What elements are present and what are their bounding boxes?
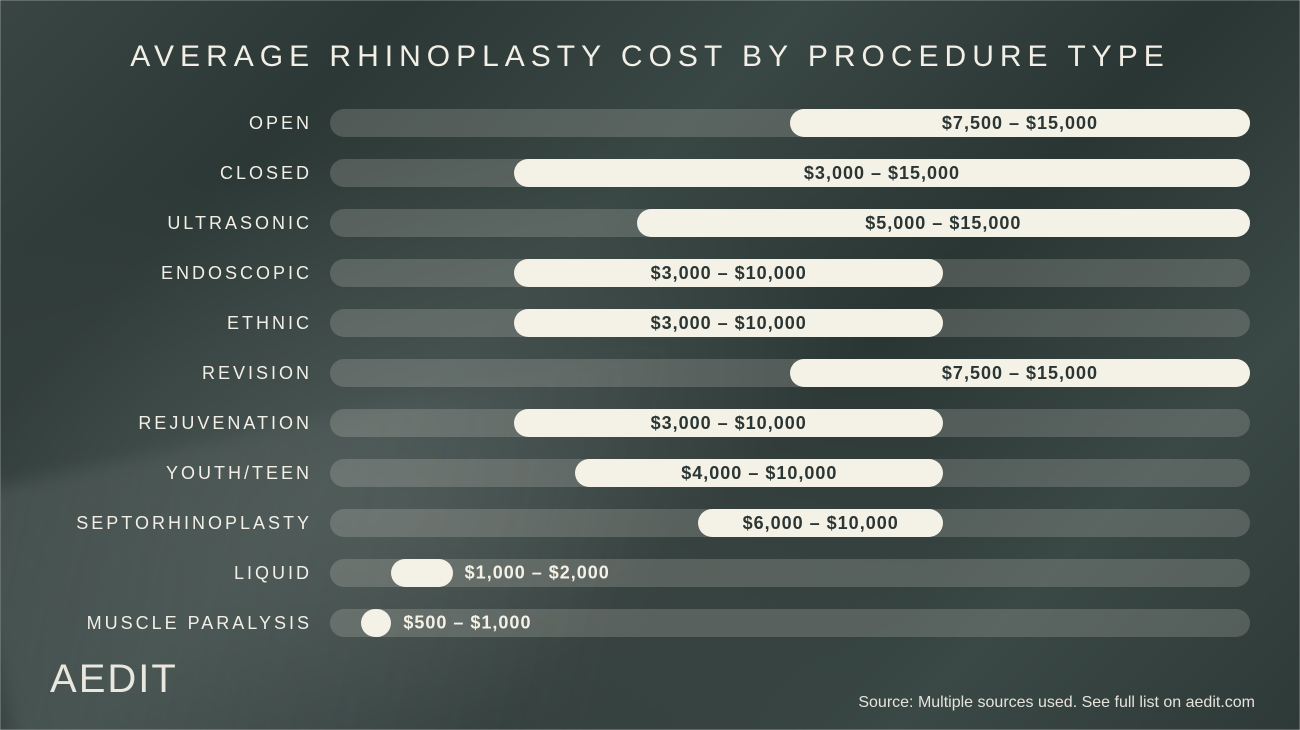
row-label: MUSCLE PARALYSIS [50,613,312,634]
bar-track: $4,000 – $10,000 [330,459,1250,487]
range-pill: $6,000 – $10,000 [698,509,943,537]
bar-track: $7,500 – $15,000 [330,109,1250,137]
chart-row: ETHNIC $3,000 – $10,000 [50,308,1250,338]
bar-track: $6,000 – $10,000 [330,509,1250,537]
range-value-label: $3,000 – $10,000 [651,263,807,284]
chart-row: REVISION $7,500 – $15,000 [50,358,1250,388]
chart-row: ENDOSCOPIC $3,000 – $10,000 [50,258,1250,288]
range-pill: $500 – $1,000 [361,609,392,637]
row-label: YOUTH/TEEN [50,463,312,484]
bar-track: $3,000 – $10,000 [330,259,1250,287]
bar-track: $3,000 – $10,000 [330,409,1250,437]
chart-row: SEPTORHINOPLASTY $6,000 – $10,000 [50,508,1250,538]
range-value-label: $5,000 – $15,000 [865,213,1021,234]
range-value-label: $4,000 – $10,000 [681,463,837,484]
range-pill: $5,000 – $15,000 [637,209,1250,237]
chart-row: MUSCLE PARALYSIS $500 – $1,000 [50,608,1250,638]
row-label: OPEN [50,113,312,134]
range-pill: $3,000 – $10,000 [514,259,943,287]
range-pill: $3,000 – $10,000 [514,309,943,337]
brand-logo: AEDIT [50,657,178,702]
bar-track: $5,000 – $15,000 [330,209,1250,237]
chart-rows: OPEN $7,500 – $15,000 CLOSED $3,000 – $15,0… [50,108,1250,638]
range-value-label: $7,500 – $15,000 [942,113,1098,134]
range-value-label: $500 – $1,000 [403,613,531,634]
bar-track: $1,000 – $2,000 [330,559,1250,587]
chart-row: REJUVENATION $3,000 – $10,000 [50,408,1250,438]
range-pill: $3,000 – $15,000 [514,159,1250,187]
row-label: REJUVENATION [50,413,312,434]
range-pill: $7,500 – $15,000 [790,109,1250,137]
range-value-label: $3,000 – $15,000 [804,163,960,184]
bar-track: $3,000 – $10,000 [330,309,1250,337]
logo-rest: EDIT [79,657,178,701]
range-value-label: $7,500 – $15,000 [942,363,1098,384]
row-label: ULTRASONIC [50,213,312,234]
chart-row: YOUTH/TEEN $4,000 – $10,000 [50,458,1250,488]
bar-track: $3,000 – $15,000 [330,159,1250,187]
bar-track: $500 – $1,000 [330,609,1250,637]
chart-row: OPEN $7,500 – $15,000 [50,108,1250,138]
row-label: SEPTORHINOPLASTY [50,513,312,534]
range-value-label: $3,000 – $10,000 [651,313,807,334]
row-label: ETHNIC [50,313,312,334]
range-pill: $4,000 – $10,000 [575,459,943,487]
chart-title: AVERAGE RHINOPLASTY COST BY PROCEDURE TY… [50,40,1250,74]
chart-row: LIQUID $1,000 – $2,000 [50,558,1250,588]
chart-row: ULTRASONIC $5,000 – $15,000 [50,208,1250,238]
range-pill: $7,500 – $15,000 [790,359,1250,387]
row-label: CLOSED [50,163,312,184]
row-label: LIQUID [50,563,312,584]
chart-container: AVERAGE RHINOPLASTY COST BY PROCEDURE TY… [0,0,1300,730]
source-attribution: Source: Multiple sources used. See full … [858,694,1255,712]
range-pill: $1,000 – $2,000 [391,559,452,587]
range-pill: $3,000 – $10,000 [514,409,943,437]
logo-letter-a: A [50,657,79,701]
range-value-label: $3,000 – $10,000 [651,413,807,434]
bar-track: $7,500 – $15,000 [330,359,1250,387]
range-value-label: $1,000 – $2,000 [465,563,610,584]
chart-row: CLOSED $3,000 – $15,000 [50,158,1250,188]
row-label: REVISION [50,363,312,384]
row-label: ENDOSCOPIC [50,263,312,284]
range-value-label: $6,000 – $10,000 [743,513,899,534]
